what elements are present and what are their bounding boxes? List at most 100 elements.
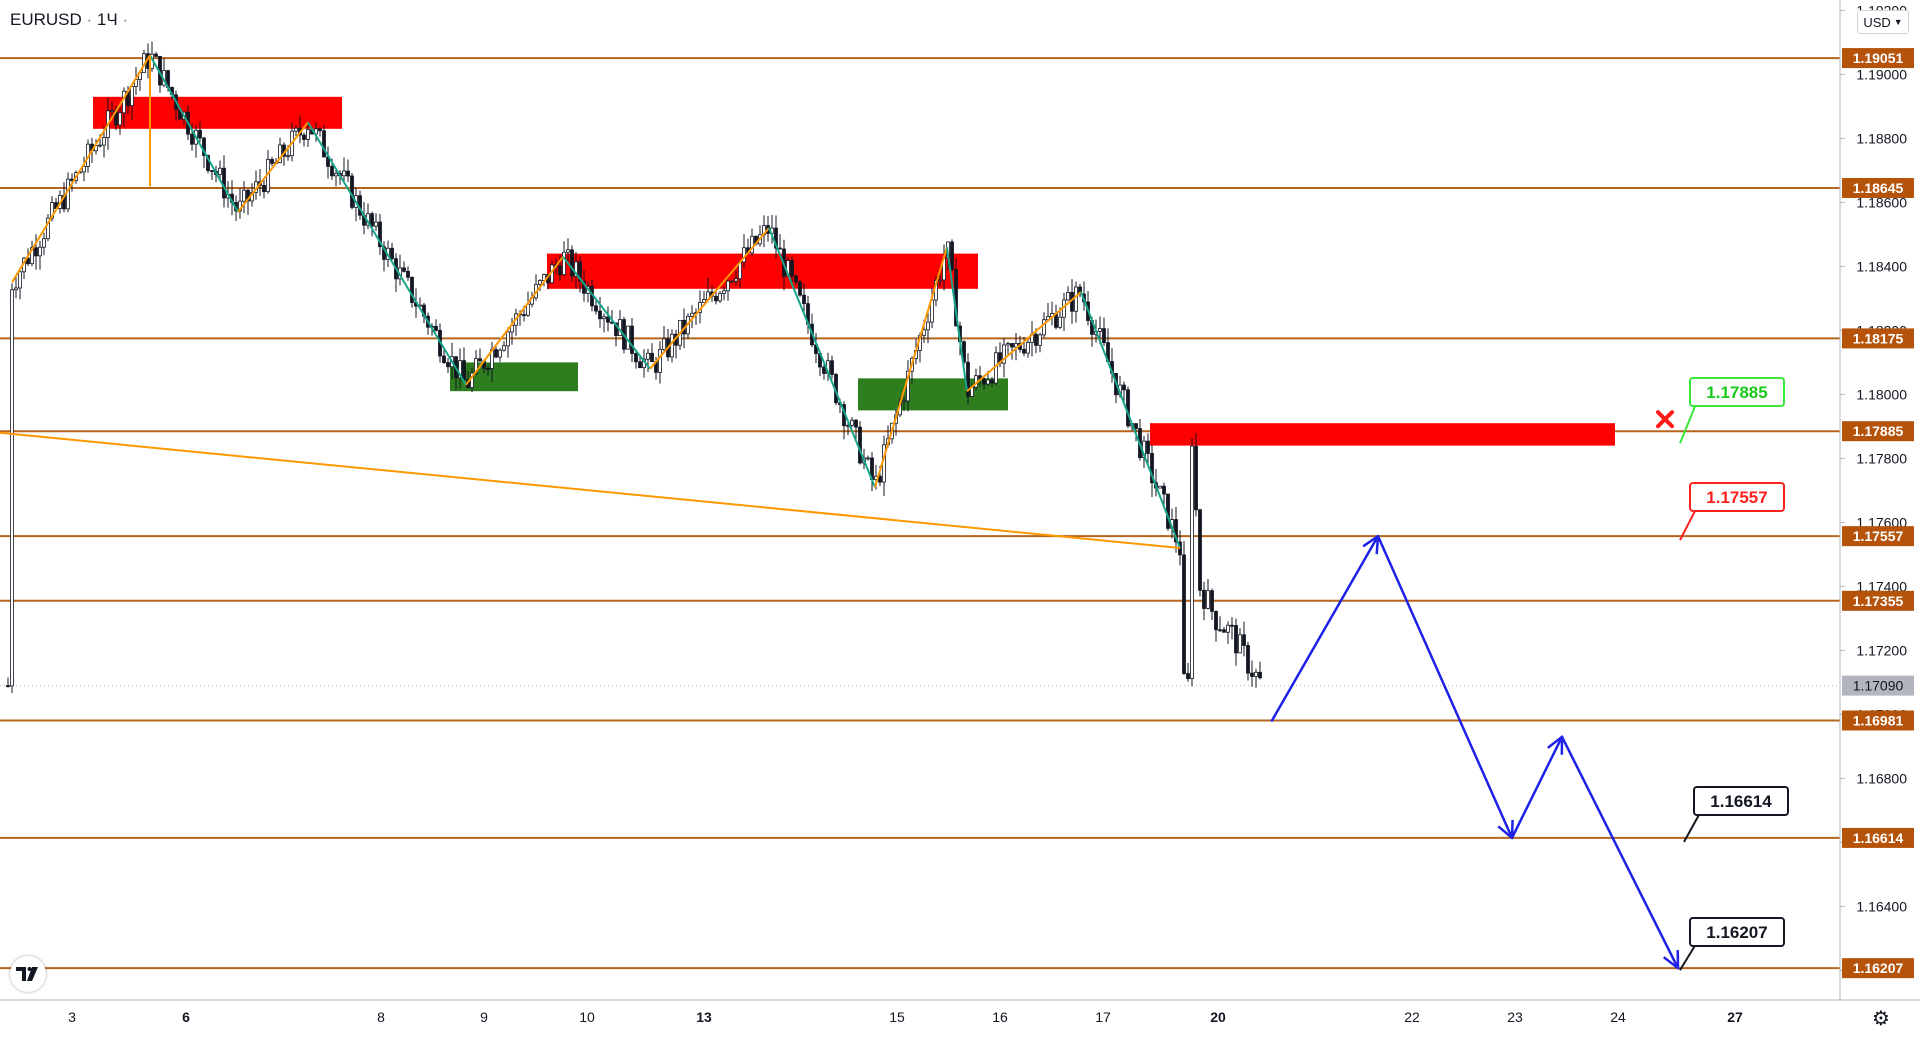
candle-body: [1230, 624, 1234, 627]
candle-body: [1202, 589, 1206, 609]
candle-body: [502, 345, 506, 351]
date-tick-label: 23: [1507, 1009, 1523, 1025]
candle-body: [594, 305, 598, 312]
time-axis-bg: [0, 1000, 1920, 1038]
candle-body: [1042, 319, 1046, 336]
level-price-label-bg: [1842, 958, 1914, 979]
candle-body: [1246, 645, 1250, 674]
symbol-title[interactable]: EURUSD · 1Ч ·: [10, 10, 129, 29]
candle-body: [598, 310, 602, 320]
candle-body: [1150, 453, 1154, 484]
candle-body: [606, 316, 610, 323]
candle-body: [566, 249, 570, 253]
candle-body: [1258, 671, 1262, 679]
candle-body: [578, 261, 582, 282]
date-tick-label: 3: [68, 1009, 76, 1025]
zigzag-down-segment: [946, 247, 968, 392]
candle-body: [82, 165, 86, 173]
level-price-label-bg: [1842, 178, 1914, 198]
candle-body: [1190, 445, 1194, 680]
candle-body: [986, 379, 990, 385]
candle-body: [858, 426, 862, 464]
price-callout-black[interactable]: 1.16207: [1679, 917, 1785, 971]
callout-label: 1.17885: [1706, 383, 1767, 402]
candle-body: [538, 280, 542, 285]
candle-body: [110, 110, 114, 113]
candle-body: [38, 246, 42, 257]
candle-body: [794, 275, 798, 283]
interval-label: 1Ч: [96, 10, 118, 29]
price-tick-label: 1.18000: [1856, 386, 1907, 402]
candle-body: [638, 361, 642, 369]
candle-body: [1206, 590, 1210, 609]
candle-body: [630, 325, 634, 354]
candle-body: [1182, 554, 1186, 674]
level-price-label: 1.19051: [1853, 50, 1904, 66]
price-tick-label: 1.17200: [1856, 642, 1907, 658]
level-price-label-bg: [1842, 590, 1914, 611]
callout-box: [1689, 482, 1785, 512]
price-callout-green[interactable]: 1.17885: [1679, 377, 1785, 444]
candle-body: [926, 321, 930, 331]
date-tick-label: 15: [889, 1009, 905, 1025]
candle-body: [1134, 423, 1138, 429]
candle-body: [1222, 629, 1226, 633]
candle-body: [494, 349, 498, 358]
candle-body: [1186, 673, 1190, 680]
candle-body: [854, 419, 858, 428]
candle-body: [6, 685, 10, 687]
currency-label: USD: [1863, 14, 1891, 30]
candle-body: [306, 129, 310, 140]
candle-body: [950, 241, 954, 270]
candle-body: [390, 247, 394, 260]
candle-body: [1218, 629, 1222, 632]
candle-body: [1022, 349, 1026, 354]
level-price-label-bg: [1842, 827, 1914, 848]
price-axis[interactable]: 1.192001.190001.188001.186001.184001.182…: [1839, 0, 1920, 1038]
tradingview-logo-icon[interactable]: [10, 956, 46, 992]
candle-body: [18, 271, 22, 289]
date-tick-label: 16: [992, 1009, 1008, 1025]
supply-zone[interactable]: [547, 253, 978, 289]
candle-body: [374, 221, 378, 227]
gear-icon[interactable]: ⚙: [1872, 1008, 1890, 1030]
level-price-label-bg: [1842, 48, 1914, 69]
candle-body: [1034, 333, 1038, 346]
candle-body: [1234, 625, 1238, 654]
candle-body: [1210, 590, 1214, 612]
candle-body: [1010, 343, 1014, 348]
zigzag-up-segment: [465, 256, 564, 386]
candle-body: [878, 475, 882, 483]
candle-body: [1174, 519, 1178, 543]
candle-body: [406, 270, 410, 278]
currency-dropdown[interactable]: USD ▼: [1857, 10, 1909, 34]
callout-pointer: [1679, 403, 1697, 444]
candle-body: [850, 419, 854, 426]
candle-body: [286, 155, 290, 158]
candle-body: [1026, 342, 1030, 354]
date-tick-label: 24: [1610, 1009, 1626, 1025]
price-callout-black[interactable]: 1.16614: [1683, 786, 1789, 843]
price-callouts[interactable]: 1.17885 1.17557 1.16614 1.16207: [1656, 377, 1789, 971]
candle-body: [1254, 671, 1258, 677]
price-tick-label: 1.19000: [1856, 66, 1907, 82]
candle-body: [730, 280, 734, 283]
candle-body: [506, 331, 510, 347]
candle-body: [350, 175, 354, 208]
candle-body: [402, 267, 406, 272]
level-price-label: 1.17885: [1853, 423, 1904, 439]
callout-pointer: [1679, 943, 1697, 971]
candle-body: [10, 289, 14, 687]
level-price-label: 1.17355: [1853, 593, 1904, 609]
level-price-label-bg: [1842, 421, 1914, 442]
supply-zone[interactable]: [1150, 423, 1615, 446]
candle-body: [318, 128, 322, 132]
candle-body: [562, 251, 566, 276]
level-price-label: 1.18175: [1853, 330, 1904, 346]
price-callout-red[interactable]: 1.17557: [1679, 482, 1785, 541]
date-tick-label: 10: [579, 1009, 595, 1025]
candle-body: [442, 355, 446, 363]
candle-body: [218, 167, 222, 175]
time-axis[interactable]: 3 6 8 9 10 13 15 16 17 20 22 23 24 27: [0, 999, 1920, 1038]
